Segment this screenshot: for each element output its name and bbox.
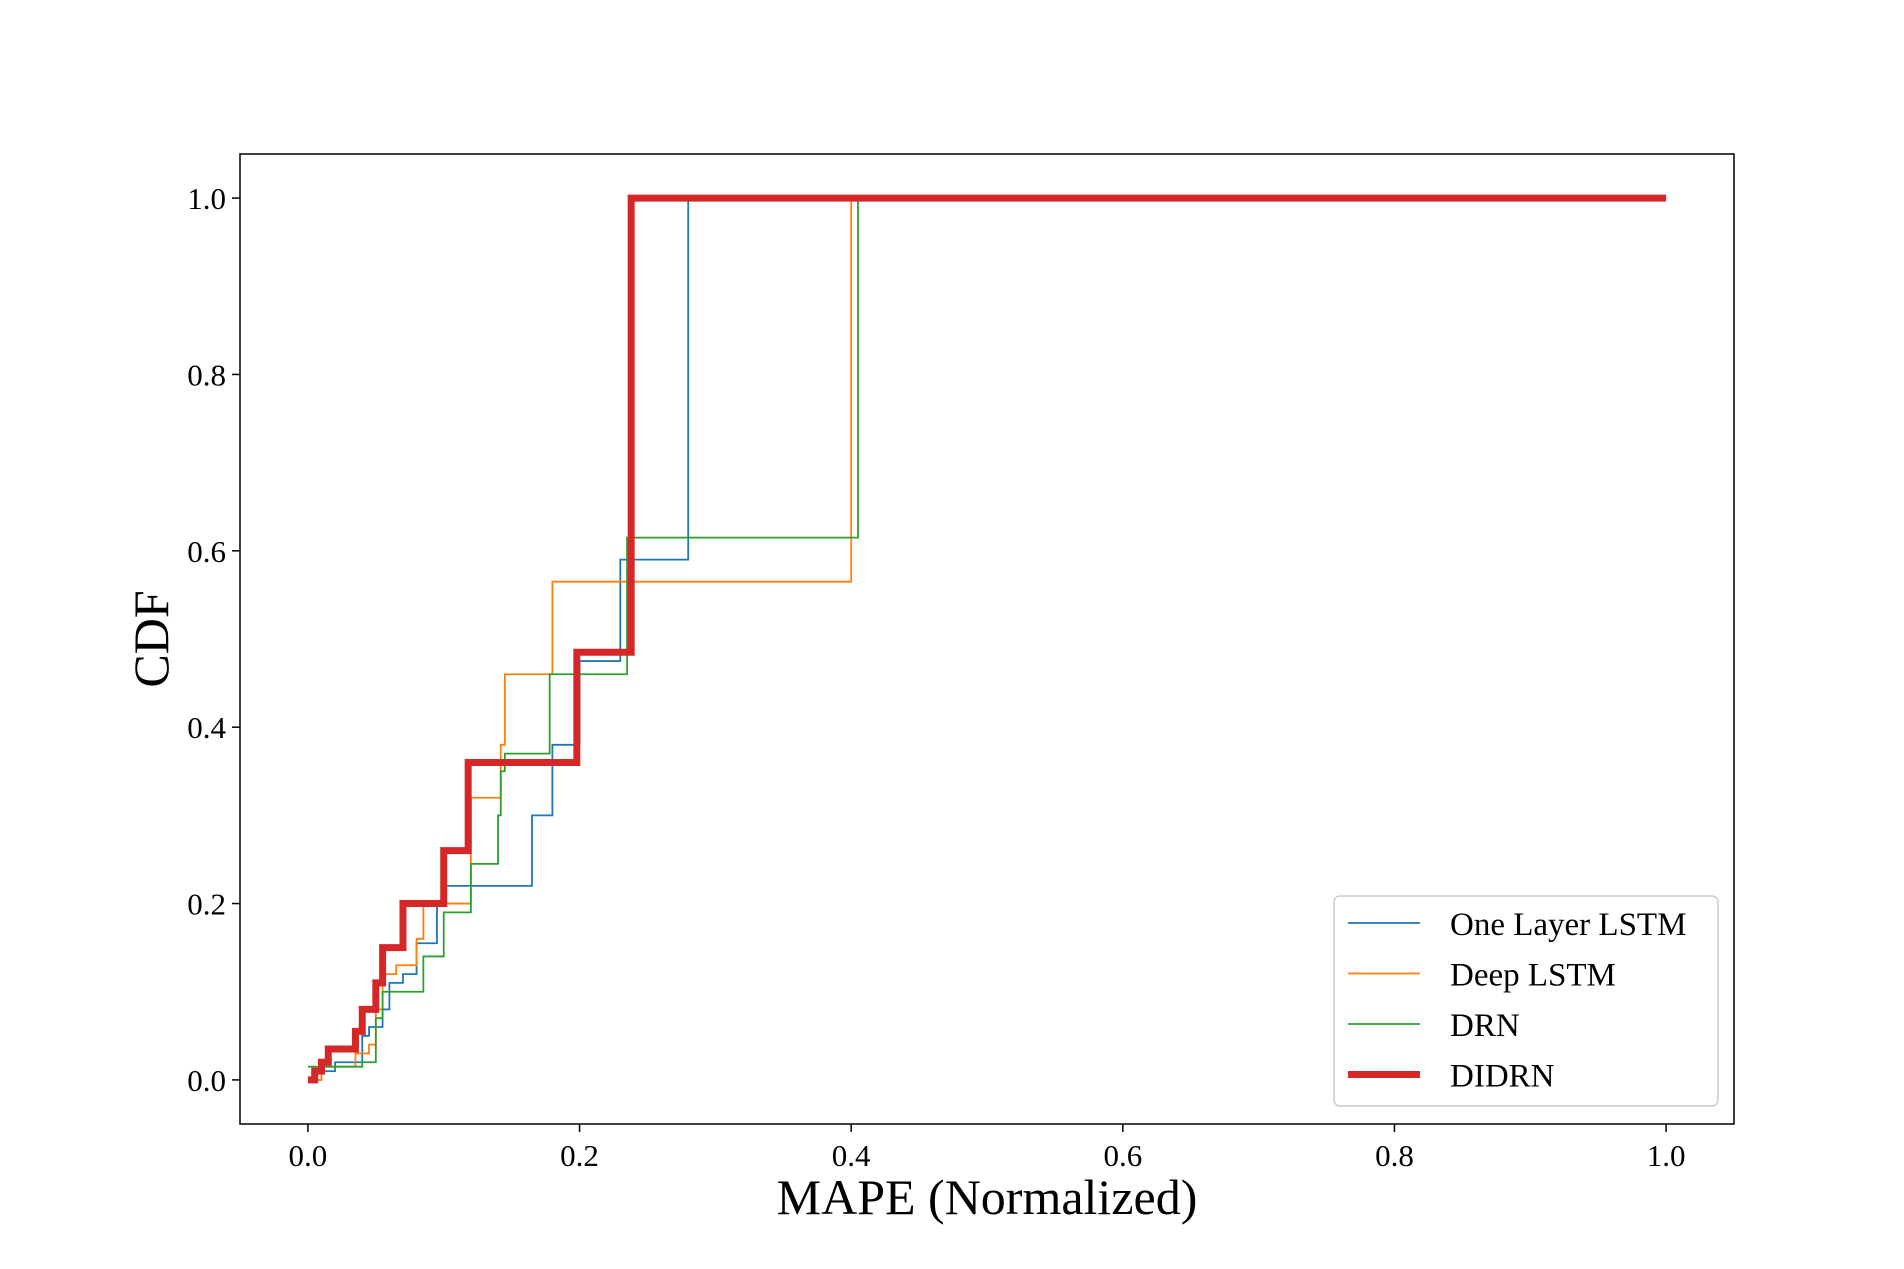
x-tick-label: 0.8 [1375, 1138, 1414, 1173]
series-line-didrn [307, 194, 1667, 1084]
y-tick-label: 0.0 [187, 1063, 226, 1098]
x-tick-label: 0.6 [1103, 1138, 1142, 1173]
y-tick-label: 0.4 [187, 710, 226, 745]
x-tick-label: 0.4 [832, 1138, 871, 1173]
x-axis-label: MAPE (Normalized) [777, 1169, 1198, 1225]
y-tick-label: 1.0 [187, 181, 226, 216]
axes-frame [239, 153, 1735, 1125]
x-axis-ticks: 0.0 0.2 0.4 0.6 0.8 1.0 [289, 1124, 1686, 1173]
legend: One Layer LSTM Deep LSTM DRN DIDRN [1333, 895, 1719, 1107]
y-tick-label: 0.6 [187, 534, 226, 569]
legend-label: DIDRN [1450, 1059, 1555, 1095]
x-tick-label: 0.2 [560, 1138, 599, 1173]
legend-label: One Layer LSTM [1450, 907, 1686, 943]
y-axis-ticks: 0.0 0.2 0.4 0.6 0.8 1.0 [187, 181, 240, 1098]
legend-label: Deep LSTM [1450, 958, 1616, 994]
x-tick-label: 1.0 [1647, 1138, 1686, 1173]
legend-box [1333, 895, 1719, 1107]
series-lines [307, 194, 1667, 1084]
y-axis-label: CDF [123, 590, 179, 687]
y-tick-label: 0.2 [187, 887, 226, 922]
plot-area-border [239, 153, 1735, 1125]
legend-label: DRN [1450, 1008, 1520, 1044]
series-line-drn [307, 197, 1667, 1068]
x-tick-label: 0.0 [289, 1138, 328, 1173]
y-tick-label: 0.8 [187, 357, 226, 392]
